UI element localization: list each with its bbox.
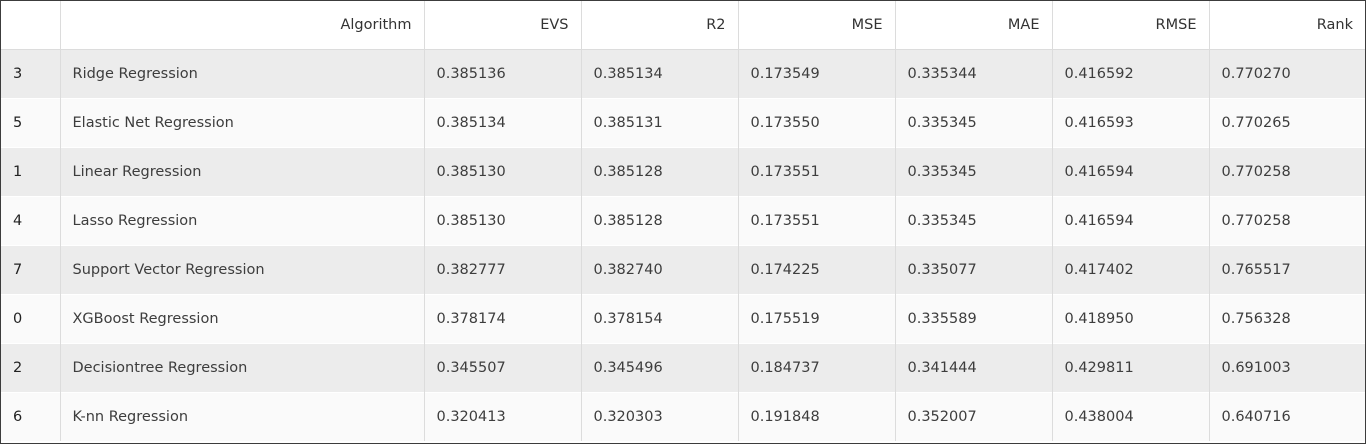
rmse-cell: 0.418950 [1051, 293, 1209, 343]
algorithm-cell: Decisiontree Regression [59, 342, 424, 392]
mse-cell: 0.184737 [737, 342, 895, 392]
mae-cell: 0.335345 [894, 146, 1052, 196]
mae-cell: 0.335344 [894, 48, 1052, 98]
table-row: 7 Support Vector Regression 0.382777 0.3… [1, 244, 1365, 294]
table-row: 5 Elastic Net Regression 0.385134 0.3851… [1, 97, 1365, 147]
mae-cell: 0.341444 [894, 342, 1052, 392]
evs-cell: 0.385134 [423, 97, 581, 147]
evs-cell: 0.385130 [423, 195, 581, 245]
row-index: 1 [1, 146, 60, 196]
table-row: 4 Lasso Regression 0.385130 0.385128 0.1… [1, 195, 1365, 245]
algorithm-cell: K-nn Regression [59, 391, 424, 441]
rmse-cell: 0.417402 [1051, 244, 1209, 294]
algorithm-cell: Lasso Regression [59, 195, 424, 245]
rmse-cell: 0.416592 [1051, 48, 1209, 98]
mae-cell: 0.335077 [894, 244, 1052, 294]
r2-cell: 0.345496 [580, 342, 738, 392]
header-row: Algorithm EVS R2 MSE MAE RMSE Rank [1, 1, 1365, 50]
row-index: 2 [1, 342, 60, 392]
rank-cell: 0.756328 [1208, 293, 1365, 343]
header-r2: R2 [580, 1, 738, 50]
mse-cell: 0.173551 [737, 146, 895, 196]
rmse-cell: 0.416593 [1051, 97, 1209, 147]
table-row: 1 Linear Regression 0.385130 0.385128 0.… [1, 146, 1365, 196]
row-index: 3 [1, 48, 60, 98]
row-index: 4 [1, 195, 60, 245]
r2-cell: 0.320303 [580, 391, 738, 441]
evs-cell: 0.345507 [423, 342, 581, 392]
table-row: 6 K-nn Regression 0.320413 0.320303 0.19… [1, 391, 1365, 441]
mse-cell: 0.173549 [737, 48, 895, 98]
header-mse: MSE [737, 1, 895, 50]
evs-cell: 0.385136 [423, 48, 581, 98]
rmse-cell: 0.416594 [1051, 195, 1209, 245]
rank-cell: 0.765517 [1208, 244, 1365, 294]
algorithm-cell: Ridge Regression [59, 48, 424, 98]
evs-cell: 0.378174 [423, 293, 581, 343]
evs-cell: 0.320413 [423, 391, 581, 441]
rank-cell: 0.691003 [1208, 342, 1365, 392]
rmse-cell: 0.429811 [1051, 342, 1209, 392]
evs-cell: 0.385130 [423, 146, 581, 196]
rank-cell: 0.770258 [1208, 195, 1365, 245]
table-row: 2 Decisiontree Regression 0.345507 0.345… [1, 342, 1365, 392]
header-mae: MAE [894, 1, 1052, 50]
mae-cell: 0.335589 [894, 293, 1052, 343]
mae-cell: 0.335345 [894, 97, 1052, 147]
table-header: Algorithm EVS R2 MSE MAE RMSE Rank [1, 1, 1365, 50]
algorithm-cell: Linear Regression [59, 146, 424, 196]
table-row: 0 XGBoost Regression 0.378174 0.378154 0… [1, 293, 1365, 343]
r2-cell: 0.378154 [580, 293, 738, 343]
r2-cell: 0.382740 [580, 244, 738, 294]
mse-cell: 0.173551 [737, 195, 895, 245]
rmse-cell: 0.416594 [1051, 146, 1209, 196]
mse-cell: 0.191848 [737, 391, 895, 441]
mae-cell: 0.335345 [894, 195, 1052, 245]
table-body: 3 Ridge Regression 0.385136 0.385134 0.1… [1, 48, 1365, 441]
rank-cell: 0.770258 [1208, 146, 1365, 196]
header-rmse: RMSE [1051, 1, 1209, 50]
r2-cell: 0.385128 [580, 195, 738, 245]
rank-cell: 0.770270 [1208, 48, 1365, 98]
algorithm-cell: XGBoost Regression [59, 293, 424, 343]
r2-cell: 0.385128 [580, 146, 738, 196]
mse-cell: 0.175519 [737, 293, 895, 343]
mae-cell: 0.352007 [894, 391, 1052, 441]
rank-cell: 0.640716 [1208, 391, 1365, 441]
row-index: 6 [1, 391, 60, 441]
header-index [1, 1, 60, 50]
algorithm-cell: Elastic Net Regression [59, 97, 424, 147]
r2-cell: 0.385131 [580, 97, 738, 147]
mse-cell: 0.173550 [737, 97, 895, 147]
mse-cell: 0.174225 [737, 244, 895, 294]
r2-cell: 0.385134 [580, 48, 738, 98]
rmse-cell: 0.438004 [1051, 391, 1209, 441]
row-index: 5 [1, 97, 60, 147]
row-index: 7 [1, 244, 60, 294]
table-row: 3 Ridge Regression 0.385136 0.385134 0.1… [1, 48, 1365, 98]
header-evs: EVS [423, 1, 581, 50]
algorithm-cell: Support Vector Regression [59, 244, 424, 294]
rank-cell: 0.770265 [1208, 97, 1365, 147]
header-algorithm: Algorithm [59, 1, 424, 50]
evs-cell: 0.382777 [423, 244, 581, 294]
row-index: 0 [1, 293, 60, 343]
header-rank: Rank [1208, 1, 1365, 50]
